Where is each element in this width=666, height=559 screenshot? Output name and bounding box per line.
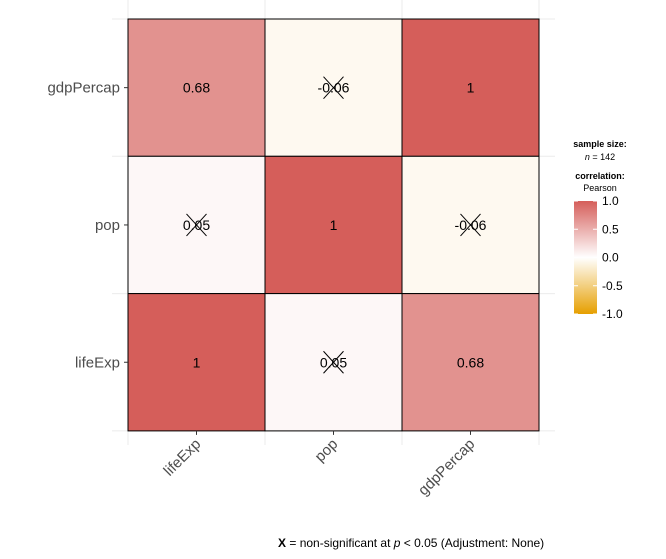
cell-value-label: 1 [330,217,338,233]
x-tick-label: gdpPercap [415,436,478,499]
legend-ticks: 1.0 0.5 0.0 -0.5 -1.0 [574,194,623,321]
legend-correlation-title: correlation: [575,171,625,181]
y-axis: lifeExp pop gdpPercap [47,80,128,371]
y-tick-label: pop [95,217,120,234]
x-tick-label: pop [312,436,342,466]
heatmap-cells: 0.68-0.0610.051-0.0610.050.68 [127,18,540,432]
x-tick-label: lifeExp [160,436,204,480]
cell-value-label: 1 [467,80,475,96]
caption: X = non-significant at p < 0.05 (Adjustm… [278,536,544,550]
x-axis: lifeExp pop gdpPercap [160,430,478,499]
legend-tick-label: 0.0 [602,251,619,265]
legend-colorbar [574,201,597,314]
nonsignificant-cross-mark [460,213,481,237]
y-tick-label: gdpPercap [47,80,120,97]
legend-correlation-method: Pearson [583,183,617,193]
caption-p-symbol: p [393,536,401,550]
heatmap-cell [127,293,266,432]
nonsignificant-cross-mark [186,213,207,237]
nonsignificant-cross-mark [323,350,344,374]
heatmap-cell [401,293,540,432]
caption-text-after: < 0.05 (Adjustment: None) [400,536,545,550]
legend-sample-size-title: sample size: [573,139,627,149]
legend-tick-label: 1.0 [602,194,619,208]
legend: sample size: n = 142 correlation: Pearso… [573,139,627,321]
legend-tick-label: 0.5 [602,222,619,236]
cell-value-label: 0.68 [183,80,210,96]
legend-sample-size-value: n = 142 [585,152,615,162]
legend-tick-label: -0.5 [602,279,623,293]
caption-marker: X [278,536,287,550]
heatmap-cell [264,155,403,295]
legend-tick-label: -1.0 [602,307,623,321]
nonsignificant-cross-mark [323,76,344,99]
y-tick-label: lifeExp [75,354,120,371]
cell-value-label: 0.68 [457,354,484,370]
cell-value-label: 1 [193,354,201,370]
caption-text-before: = non-significant at [286,536,394,550]
